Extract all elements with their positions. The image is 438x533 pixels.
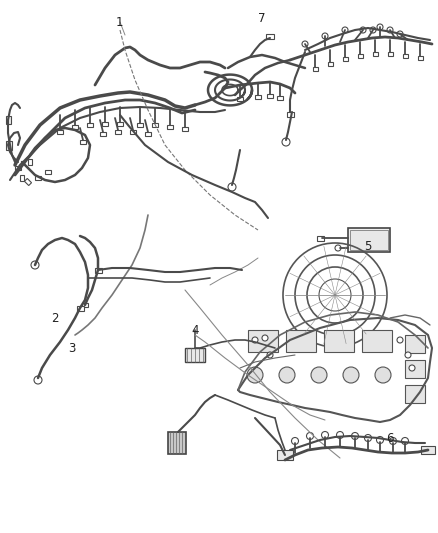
Bar	[248, 330, 278, 352]
Bar	[277, 450, 293, 460]
Text: 7: 7	[258, 12, 266, 25]
Text: 1: 1	[115, 15, 123, 28]
Circle shape	[302, 41, 308, 47]
Bar	[286, 111, 293, 117]
Bar	[95, 268, 102, 272]
Circle shape	[322, 33, 328, 39]
Bar	[328, 62, 332, 66]
Circle shape	[336, 432, 343, 439]
Circle shape	[375, 367, 391, 383]
Circle shape	[335, 245, 341, 251]
Bar	[82, 303, 88, 307]
Bar	[6, 141, 12, 149]
Bar	[362, 330, 392, 352]
Circle shape	[377, 437, 384, 443]
Bar	[45, 170, 51, 174]
Circle shape	[342, 27, 348, 33]
Circle shape	[343, 367, 359, 383]
Bar	[152, 123, 158, 127]
Bar	[405, 385, 425, 403]
Circle shape	[364, 434, 371, 441]
Bar	[317, 236, 324, 240]
Bar	[167, 125, 173, 129]
Circle shape	[387, 27, 393, 33]
Bar	[417, 56, 423, 60]
Circle shape	[247, 367, 263, 383]
Bar	[35, 176, 41, 180]
Bar	[20, 175, 24, 181]
Bar	[388, 52, 392, 56]
Bar	[357, 54, 363, 58]
Bar	[348, 228, 390, 252]
Bar	[130, 130, 136, 134]
Circle shape	[370, 27, 376, 33]
Bar	[267, 94, 273, 98]
Circle shape	[397, 31, 403, 37]
Bar	[312, 67, 318, 71]
Text: 4: 4	[191, 324, 199, 336]
Bar	[15, 166, 21, 170]
Bar	[405, 360, 425, 378]
Bar	[185, 348, 205, 362]
Circle shape	[311, 367, 327, 383]
Circle shape	[228, 183, 236, 191]
Circle shape	[262, 335, 268, 341]
Text: 2: 2	[51, 311, 59, 325]
Circle shape	[307, 432, 314, 440]
Bar	[168, 432, 186, 454]
Text: 3: 3	[68, 342, 76, 354]
Circle shape	[402, 438, 409, 445]
Circle shape	[321, 432, 328, 439]
Circle shape	[405, 352, 411, 358]
Circle shape	[31, 261, 39, 269]
Bar	[80, 140, 86, 144]
Circle shape	[34, 376, 42, 384]
Bar	[102, 122, 108, 126]
Bar	[145, 132, 151, 136]
Bar	[72, 125, 78, 129]
Circle shape	[267, 352, 273, 358]
Text: 6: 6	[386, 432, 394, 445]
Bar	[255, 95, 261, 99]
Circle shape	[360, 27, 366, 33]
Bar	[87, 123, 93, 127]
Bar	[277, 96, 283, 100]
Circle shape	[352, 432, 358, 440]
Bar	[115, 130, 121, 134]
Circle shape	[292, 438, 299, 445]
Bar	[182, 127, 188, 131]
Bar	[237, 97, 243, 101]
Bar	[421, 446, 435, 454]
Bar	[100, 132, 106, 136]
Circle shape	[282, 138, 290, 146]
Bar	[403, 54, 407, 58]
Bar	[25, 179, 32, 185]
Bar	[286, 330, 316, 352]
Circle shape	[377, 24, 383, 30]
Bar	[77, 305, 84, 311]
Circle shape	[279, 367, 295, 383]
Bar	[266, 34, 274, 38]
Bar	[343, 57, 347, 61]
Bar	[350, 230, 388, 250]
Bar	[324, 330, 354, 352]
Bar	[57, 130, 63, 134]
Text: 5: 5	[364, 240, 372, 254]
Bar	[372, 52, 378, 56]
Bar	[137, 123, 143, 127]
Circle shape	[409, 365, 415, 371]
Circle shape	[397, 337, 403, 343]
Circle shape	[252, 337, 258, 343]
Bar	[6, 116, 11, 124]
Bar	[405, 335, 425, 353]
Circle shape	[389, 438, 396, 445]
Bar	[117, 122, 123, 126]
Bar	[28, 159, 32, 165]
